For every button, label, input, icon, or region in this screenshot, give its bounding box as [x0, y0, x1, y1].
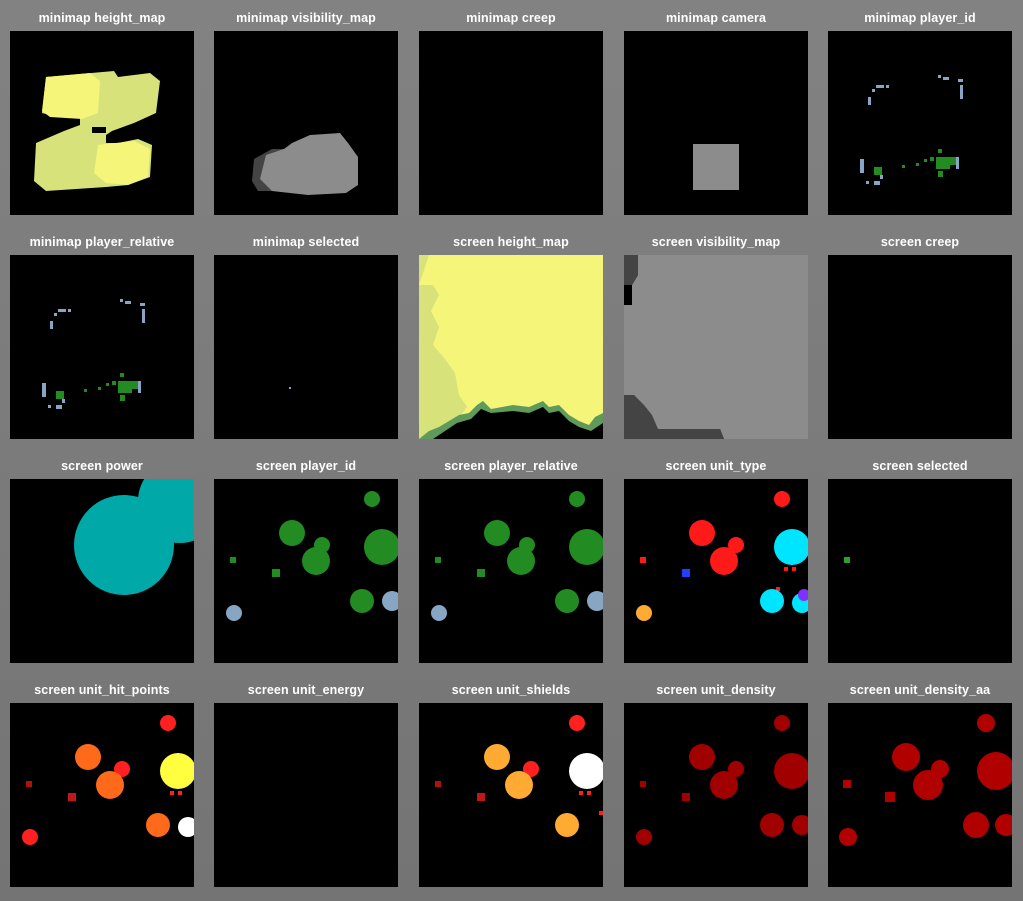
unit-type-orange: [636, 605, 652, 621]
panel-minimap-player-id: minimap player_id: [818, 0, 1022, 224]
shields-orange: [484, 744, 579, 837]
selected-unit: [844, 557, 850, 563]
shields-white: [569, 753, 603, 789]
panel-title: screen unit_energy: [247, 683, 365, 697]
screen-player-relative-view: [419, 479, 603, 663]
screen-height-map-view: [419, 255, 603, 439]
panel-screen-unit-shields: screen unit_shields: [409, 672, 613, 896]
height-terrain-front: [42, 73, 150, 185]
allied-units: [42, 299, 145, 409]
minimap-creep-view: [419, 31, 603, 215]
panel-screen-unit-hit-points: screen unit_hit_points: [0, 672, 204, 896]
panel-minimap-creep: minimap creep: [409, 0, 613, 224]
minimap-height-map-view: [10, 31, 194, 215]
selected-unit-dot: [289, 387, 291, 389]
density-aa-units: [839, 714, 1012, 846]
panel-title: screen player_id: [255, 459, 357, 473]
panel-screen-player-id: screen player_id: [204, 448, 408, 672]
screen-unit-density-view: [624, 703, 808, 887]
panel-screen-height-map: screen height_map: [409, 224, 613, 448]
screen-unit-shields-view: [419, 703, 603, 887]
density-units: [636, 715, 808, 845]
allied-units: [860, 75, 963, 185]
own-units: [56, 373, 138, 401]
panel-screen-player-relative: screen player_relative: [409, 448, 613, 672]
panel-minimap-player-relative: minimap player_relative: [0, 224, 204, 448]
hit-points-red: [22, 715, 182, 845]
panel-title: screen power: [61, 459, 143, 473]
panel-title: screen selected: [872, 459, 968, 473]
panel-minimap-camera: minimap camera: [614, 0, 818, 224]
panel-screen-creep: screen creep: [818, 224, 1022, 448]
minimap-player-id-view: [828, 31, 1012, 215]
own-units: [435, 491, 603, 613]
screen-unit-type-view: [624, 479, 808, 663]
allied-units: [226, 591, 398, 621]
panel-title: screen visibility_map: [651, 235, 781, 249]
screen-power-view: [10, 479, 194, 663]
panel-screen-unit-density: screen unit_density: [614, 672, 818, 896]
panel-title: minimap player_id: [864, 11, 976, 25]
minimap-visibility-map-view: [214, 31, 398, 215]
panel-title: screen creep: [880, 235, 960, 249]
camera-rectangle: [693, 144, 739, 190]
panel-title: screen unit_shields: [451, 683, 571, 697]
panel-title: screen unit_hit_points: [34, 683, 170, 697]
screen-player-id-view: [214, 479, 398, 663]
minimap-selected-view: [214, 255, 398, 439]
power-field-secondary: [138, 479, 194, 543]
panel-minimap-height-map: minimap height_map: [0, 0, 204, 224]
unit-type-purple: [798, 589, 808, 601]
screen-unit-energy-view: [214, 703, 398, 887]
panel-screen-unit-energy: screen unit_energy: [204, 672, 408, 896]
height-cliff-void: [433, 407, 603, 439]
panel-title: minimap visibility_map: [236, 11, 376, 25]
shields-red: [435, 715, 603, 815]
panel-screen-power: screen power: [0, 448, 204, 672]
panel-title: screen unit_density_aa: [849, 683, 991, 697]
panel-title: screen unit_type: [665, 459, 767, 473]
hit-points-white: [178, 817, 194, 837]
hit-points-orange: [75, 744, 170, 837]
panel-title: minimap creep: [466, 11, 556, 25]
panel-screen-selected: screen selected: [818, 448, 1022, 672]
panel-minimap-visibility-map: minimap visibility_map: [204, 0, 408, 224]
panel-title: screen player_relative: [444, 459, 578, 473]
panel-title: minimap height_map: [38, 11, 166, 25]
own-units: [874, 149, 956, 177]
own-units: [230, 491, 398, 613]
visibility-seen-area: [624, 395, 724, 439]
minimap-camera-view: [624, 31, 808, 215]
panel-minimap-selected: minimap selected: [204, 224, 408, 448]
panel-screen-unit-density-aa: screen unit_density_aa: [818, 672, 1022, 896]
allied-units: [431, 591, 603, 621]
panel-title: minimap player_relative: [29, 235, 175, 249]
height-terrain-gap: [92, 127, 106, 133]
screen-selected-view: [828, 479, 1012, 663]
hit-points-yellow: [160, 753, 194, 789]
panel-title: screen height_map: [453, 235, 569, 249]
screen-visibility-map-view: [624, 255, 808, 439]
screen-creep-view: [828, 255, 1012, 439]
panel-title: screen unit_density: [656, 683, 776, 697]
unit-type-red: [640, 491, 796, 591]
unit-type-blue: [682, 569, 690, 577]
panel-title: minimap camera: [665, 11, 767, 25]
screen-unit-hit-points-view: [10, 703, 194, 887]
screen-unit-density-aa-view: [828, 703, 1012, 887]
panel-title: minimap selected: [252, 235, 360, 249]
panel-screen-visibility-map: screen visibility_map: [614, 224, 818, 448]
minimap-player-relative-view: [10, 255, 194, 439]
panel-screen-unit-type: screen unit_type: [614, 448, 818, 672]
height-terrain-slope: [419, 285, 467, 439]
visibility-visible-area: [260, 133, 358, 195]
visibility-visible-area: [624, 255, 808, 439]
